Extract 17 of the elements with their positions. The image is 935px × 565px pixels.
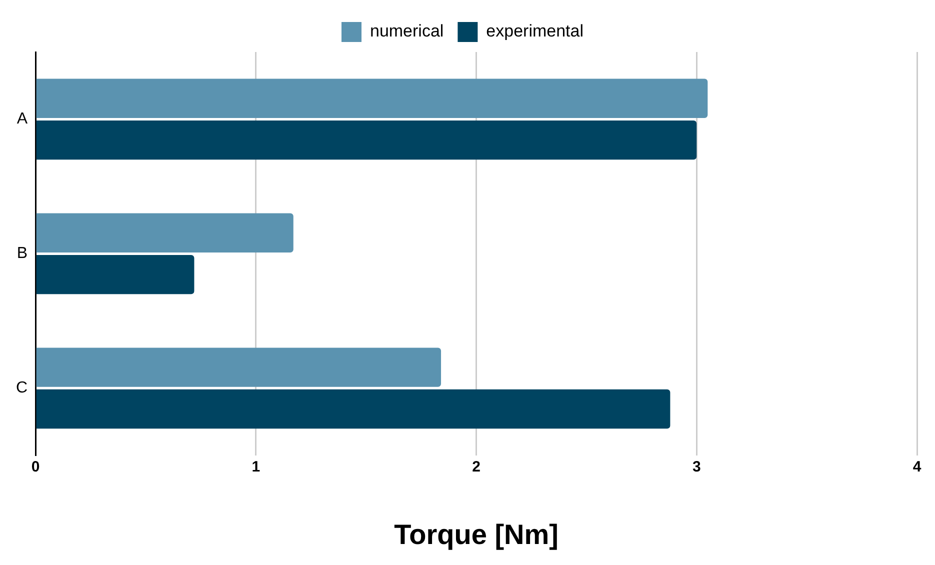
bar — [36, 120, 697, 160]
y-tick-label: A — [16, 110, 28, 128]
bar — [36, 348, 442, 387]
x-tick-label: 1 — [252, 458, 260, 476]
legend-label: experimental — [486, 22, 584, 41]
x-tick-label: 4 — [912, 458, 922, 476]
legend-label: numerical — [370, 22, 444, 41]
bar — [36, 78, 708, 118]
y-tick-label: C — [16, 380, 28, 397]
bar — [36, 213, 294, 252]
x-tick-label: 3 — [692, 458, 701, 476]
y-tick-label: B — [16, 245, 28, 262]
x-tick-label: 2 — [472, 458, 480, 476]
bar — [36, 389, 670, 429]
x-tick-label: 0 — [31, 458, 40, 476]
x-axis-title: Torque [Nm] — [394, 518, 558, 550]
bar — [36, 254, 194, 294]
